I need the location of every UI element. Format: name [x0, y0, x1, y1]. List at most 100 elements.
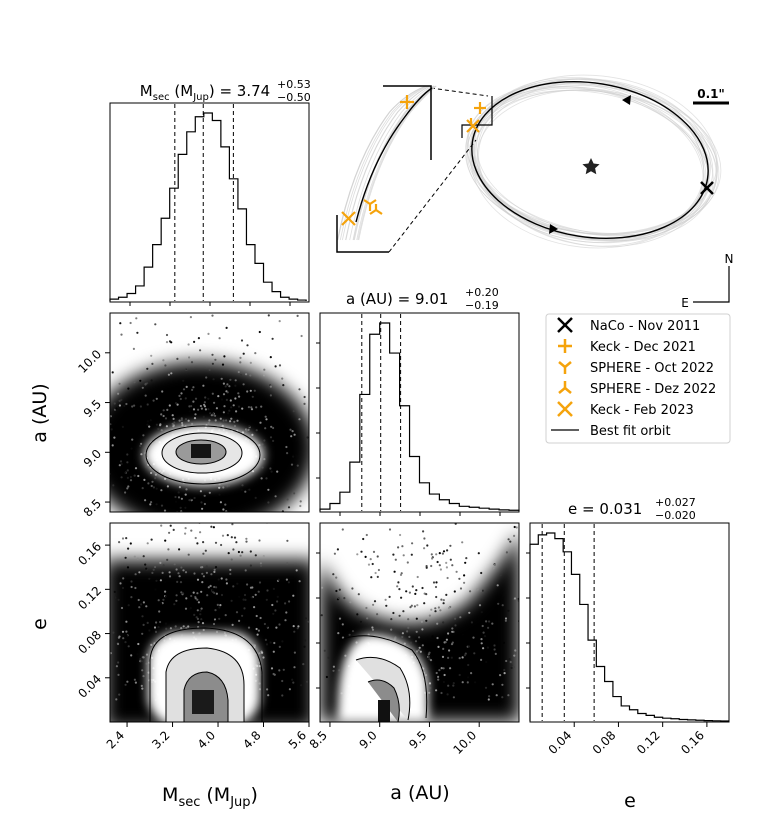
sample-point	[133, 404, 136, 407]
sample-point	[165, 341, 169, 344]
sample-point	[315, 438, 317, 440]
sample-point	[190, 405, 193, 408]
sample-point	[146, 423, 149, 426]
sample-point	[262, 656, 265, 659]
sample-point	[438, 669, 441, 672]
sample-point	[335, 576, 338, 579]
sample-point	[397, 497, 399, 499]
sample-point	[344, 654, 347, 657]
sample-point	[116, 536, 118, 538]
sample-point	[451, 645, 454, 649]
sample-point	[261, 443, 264, 446]
sample-point	[447, 632, 450, 635]
sample-point	[376, 613, 379, 616]
sample-point	[131, 438, 134, 441]
sample-point	[208, 368, 211, 371]
sample-point	[110, 428, 113, 431]
sample-point	[434, 585, 438, 589]
sample-point	[293, 630, 296, 633]
sample-point	[402, 554, 405, 557]
sample-point	[296, 314, 299, 317]
sample-point	[146, 420, 149, 423]
sample-point	[292, 625, 295, 628]
e-title-minus: −0.020	[655, 509, 696, 522]
sample-point	[491, 622, 494, 625]
sample-point	[136, 331, 139, 334]
sample-point	[125, 620, 128, 623]
sample-point	[553, 648, 555, 650]
sample-point	[133, 555, 136, 558]
sample-point	[241, 551, 244, 554]
sample-point	[407, 626, 410, 629]
sample-point	[162, 414, 165, 418]
sample-point	[143, 478, 146, 481]
sample-point	[337, 632, 340, 635]
legend-item: Keck - Feb 2023	[557, 401, 694, 418]
sample-point	[68, 436, 70, 438]
e-histogram-panel	[529, 522, 730, 723]
sample-point	[227, 542, 229, 544]
sample-point	[259, 616, 262, 620]
sample-point	[221, 534, 225, 537]
sample-point	[232, 585, 235, 588]
y-tick-label: 0.16	[75, 539, 104, 568]
sample-point	[202, 384, 205, 387]
sample-point	[204, 396, 207, 399]
sample-point	[263, 374, 266, 377]
sample-point	[436, 503, 438, 505]
sample-point	[229, 420, 232, 423]
sample-point	[202, 628, 205, 632]
sample-point	[286, 498, 289, 501]
sample-point	[135, 317, 138, 320]
sample-point	[264, 446, 267, 449]
sample-point	[269, 356, 272, 359]
sample-point	[554, 589, 556, 591]
sample-point	[142, 434, 145, 437]
sample-point	[423, 547, 426, 550]
sample-point	[230, 202, 232, 204]
sample-point	[568, 572, 570, 574]
sample-point	[254, 352, 257, 355]
sample-point	[291, 678, 294, 681]
sample-point	[141, 669, 144, 672]
sample-point	[200, 566, 203, 569]
sample-point	[87, 530, 89, 532]
sample-point	[190, 529, 193, 532]
sample-point	[180, 566, 183, 569]
sample-point	[428, 691, 431, 694]
sample-point	[226, 485, 229, 488]
sample-point	[521, 647, 523, 649]
sample-point	[296, 627, 299, 630]
sample-point	[314, 496, 316, 498]
sample-point	[531, 654, 533, 656]
sample-point	[238, 395, 241, 398]
sample-point	[357, 593, 360, 596]
sample-point	[251, 525, 253, 527]
sample-point	[222, 382, 225, 385]
sample-point	[447, 607, 451, 610]
sample-point	[446, 693, 449, 696]
sample-point	[439, 609, 442, 612]
sample-point	[265, 418, 268, 421]
sample-point	[214, 414, 217, 417]
sample-point	[426, 544, 429, 547]
sample-point	[583, 568, 585, 570]
sample-point	[72, 418, 74, 420]
sample-point	[530, 597, 532, 599]
sample-point	[125, 634, 128, 637]
sample-point	[266, 688, 269, 691]
sample-point	[105, 643, 107, 645]
sample-point	[192, 400, 195, 403]
sample-point	[463, 581, 466, 584]
sample-point	[417, 495, 419, 497]
sample-point	[438, 552, 441, 555]
sample-point	[214, 620, 217, 623]
sample-point	[165, 333, 169, 337]
sample-point	[177, 496, 181, 499]
sample-point	[304, 639, 307, 642]
sample-point	[192, 386, 195, 389]
sample-point	[428, 614, 431, 617]
sample-point	[239, 356, 242, 359]
sample-point	[402, 610, 405, 613]
e-ylabel: e	[29, 618, 51, 630]
